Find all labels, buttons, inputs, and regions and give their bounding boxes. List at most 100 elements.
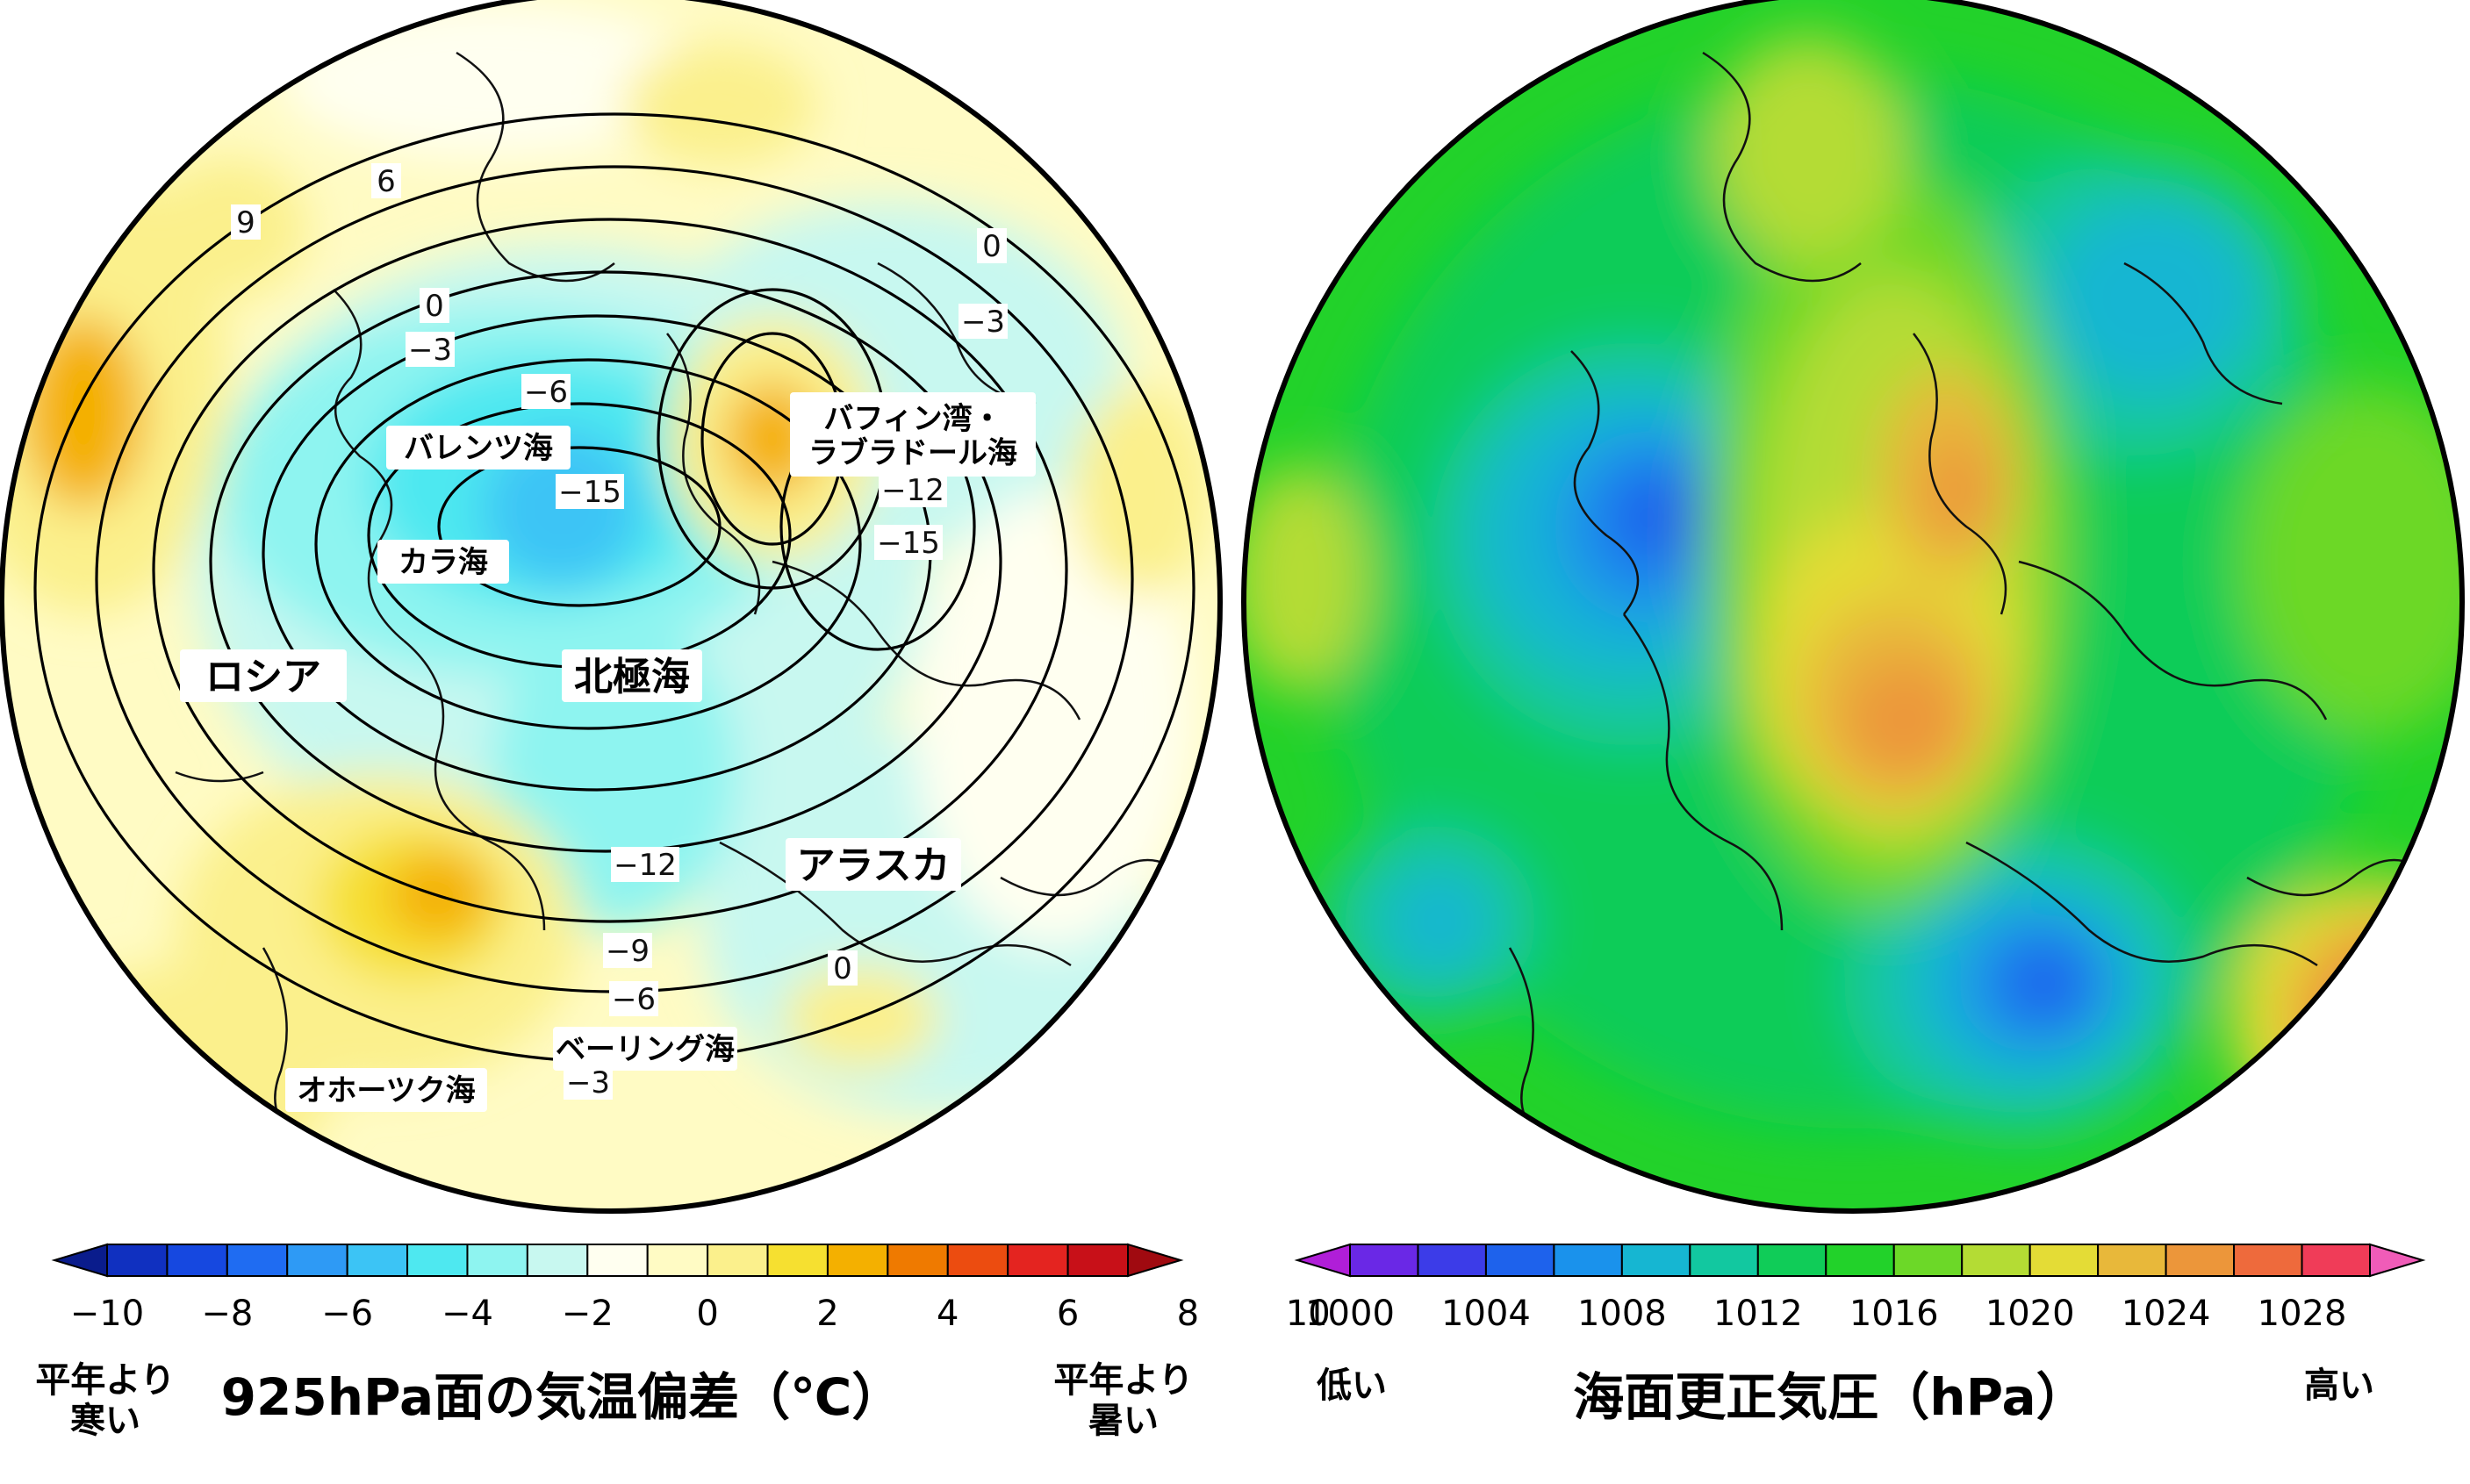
coastlines: [1508, 51, 2432, 1142]
temperature-colorbar-cell: [707, 1244, 769, 1277]
contour-label: −15: [877, 526, 940, 561]
region-label-bering: ベーリング海: [556, 1032, 735, 1067]
contour-label: 0: [833, 951, 852, 986]
temperature-colorbar-cell: [646, 1244, 709, 1277]
contour-label-box: [874, 525, 943, 560]
pressure-colorbar-cell: [1825, 1244, 1895, 1277]
temperature-colorbar-cell: [526, 1244, 589, 1277]
contour-label: −12: [881, 473, 944, 508]
pressure-colorbar-ticks: 1000 1004 1008 1012 1016 1020 1024 1028: [1305, 1294, 2346, 1334]
contour-label: 0: [425, 289, 444, 324]
region-label-kara: カラ海: [399, 545, 488, 580]
low-pressure-label: 低い: [1317, 1366, 1387, 1406]
region-label-box-okhotsk: [285, 1068, 487, 1112]
pressure-colorbar-cell: [1484, 1244, 1555, 1277]
temperature-colorbar-cell: [826, 1244, 889, 1277]
contour-label-box: [611, 847, 679, 882]
pressure-colorbar-extend-high: [2369, 1243, 2426, 1278]
contour-label: 0: [982, 229, 1002, 264]
temperature-colorbar-cell: [946, 1244, 1009, 1277]
contour-label-box: [371, 163, 401, 198]
pressure-colorbar-cell: [1349, 1244, 1419, 1277]
colder-than-normal-label: 平年より寒い: [35, 1360, 175, 1441]
contour-label-box: [521, 374, 571, 409]
temperature-tick-label: −2: [562, 1294, 614, 1334]
pressure-tick-label: 1008: [1577, 1294, 1667, 1334]
contour-label: −6: [612, 982, 656, 1017]
contour-label-box: [879, 472, 947, 507]
temperature-tick-label: −8: [201, 1294, 253, 1334]
contour-label-box: [556, 474, 624, 509]
contour-label-box: [828, 950, 858, 986]
pressure-tick-label: 1016: [1849, 1294, 1939, 1334]
pressure-shading: [1244, 0, 2462, 1211]
region-label-box-baffin: [790, 392, 1036, 477]
pressure-tick-label: 1028: [2258, 1294, 2347, 1334]
temperature-tick-label: 10: [1286, 1294, 1331, 1334]
temperature-colorbar-extend-low: [51, 1243, 108, 1278]
temperature-tick-label: −10: [70, 1294, 144, 1334]
pressure-colorbar-cell: [1417, 1244, 1487, 1277]
contour-label: −3: [566, 1065, 610, 1100]
temperature-colorbar-ticks: −10 −8 −6 −4 −2 0 2 4 6 8 10: [70, 1294, 1331, 1334]
pressure-tick-label: 1012: [1713, 1294, 1803, 1334]
temperature-colorbar-cell: [166, 1244, 228, 1277]
contour-label-box: [609, 981, 658, 1016]
pressure-colorbar-cell: [1892, 1244, 1964, 1277]
contour-label: −9: [606, 934, 650, 969]
pressure-colorbar-extend-low: [1294, 1243, 1351, 1278]
temperature-tick-label: −6: [321, 1294, 373, 1334]
region-label-okhotsk: オホーツク海: [297, 1073, 475, 1108]
temperature-tick-label: 0: [696, 1294, 718, 1334]
right-map-boundary: [1241, 0, 2465, 1214]
temperature-colorbar-cell: [1066, 1244, 1130, 1277]
region-label-box-kara: [377, 540, 509, 584]
temperature-colorbar-cell: [466, 1244, 528, 1277]
temperature-tick-label: 2: [816, 1294, 838, 1334]
temperature-tick-label: −4: [442, 1294, 493, 1334]
pressure-colorbar-cell: [2165, 1244, 2236, 1277]
contour-label-box: [406, 332, 455, 367]
temperature-tick-label: 6: [1057, 1294, 1079, 1334]
warmer-than-normal-label: 平年より暑い: [1053, 1360, 1193, 1441]
contour-label: 6: [377, 164, 396, 199]
region-label-russia: ロシア: [205, 655, 321, 699]
contour-label-box: [603, 933, 652, 968]
region-label-box-bering: [553, 1027, 737, 1071]
pressure-colorbar-cell: [1756, 1244, 1827, 1277]
temperature-colorbar-cell: [887, 1244, 949, 1277]
temperature-colorbar-cell: [586, 1244, 649, 1277]
temperature-colorbar-cell: [106, 1244, 169, 1277]
contour-label: −3: [408, 333, 452, 368]
pressure-tick-label: 1000: [1305, 1294, 1395, 1334]
region-label-box-barents: [386, 426, 571, 470]
contour-label: −3: [961, 305, 1005, 340]
contour-label-box: [977, 228, 1007, 263]
region-label-barents: バレンツ海: [404, 431, 553, 466]
temperature-colorbar: [51, 1243, 1184, 1278]
sea-level-pressure-map: [1241, 0, 2465, 1214]
temperature-colorbar-cell: [1007, 1244, 1069, 1277]
contour-label: −6: [524, 375, 568, 410]
left-map-title: 925hPa面の気温偏差（℃）: [221, 1367, 903, 1427]
temperature-anomaly-map: 9 6 0 −3 −6 −15 0 −3 −12 −15 −12 −9 −6 0 −3 バレンツ海カラ海ロシ…: [0, 0, 1223, 1214]
temperature-tick-label: 4: [937, 1294, 959, 1334]
pressure-colorbar-cell: [2097, 1244, 2167, 1277]
temperature-tick-label: 8: [1177, 1294, 1199, 1334]
contour-label: −12: [614, 848, 677, 883]
temperature-colorbar-extend-high: [1127, 1243, 1184, 1278]
pressure-colorbar-cell: [1689, 1244, 1759, 1277]
pressure-tick-label: 1024: [2122, 1294, 2211, 1334]
right-map-title: 海面更正気圧（hPa）: [1573, 1367, 2086, 1427]
pressure-colorbar-cell: [1961, 1244, 2031, 1277]
contour-label: −15: [558, 475, 621, 510]
region-label-arctic: 北極海: [574, 655, 690, 699]
high-pressure-label: 高い: [2304, 1366, 2374, 1406]
temperature-colorbar-cell: [226, 1244, 289, 1277]
contour-label: 9: [236, 205, 255, 240]
pressure-colorbar-cell: [1620, 1244, 1691, 1277]
temperature-colorbar-cell: [286, 1244, 348, 1277]
contour-value-labels: 9 6 0 −3 −6 −15 0 −3 −12 −15 −12 −9 −6 0 −3: [231, 163, 1008, 1100]
temperature-colorbar-cell: [766, 1244, 829, 1277]
